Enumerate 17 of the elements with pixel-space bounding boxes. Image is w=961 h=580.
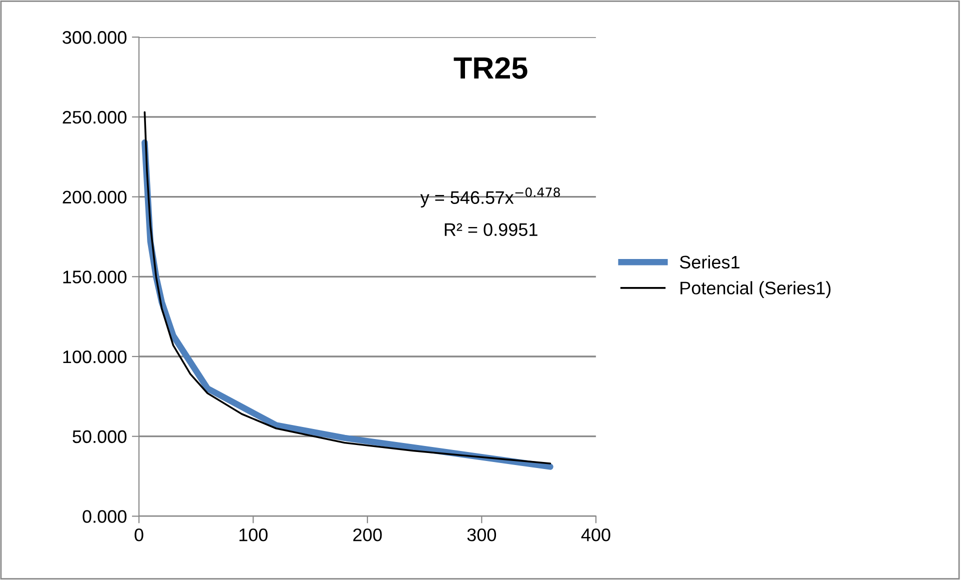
y-tick-label: 300.000 [62, 31, 126, 44]
annotation: R² = 0.9951 [444, 223, 538, 236]
y-tick-label: 100.000 [63, 350, 126, 364]
legend-label: Potencial (Series1) [680, 281, 830, 298]
y-tick-label: 50.000 [72, 430, 126, 444]
x-tick-label: 100 [240, 528, 268, 542]
y-tick-label: 150.000 [63, 270, 126, 284]
x-tick-label: 0 [134, 528, 144, 542]
x-tick-label: 400 [581, 528, 610, 542]
y-tick-label: 200.000 [62, 190, 126, 204]
x-tick-label: 200 [353, 528, 382, 542]
x-tick-label: 300 [467, 528, 496, 542]
y-tick-label: 0.000 [82, 510, 126, 523]
annotation: y = 546.57x$^{−0.478}$ [420, 188, 560, 208]
y-tick-label: 250.000 [62, 110, 126, 124]
legend-label: Series1 [680, 255, 740, 269]
text: TR25 [454, 57, 528, 79]
